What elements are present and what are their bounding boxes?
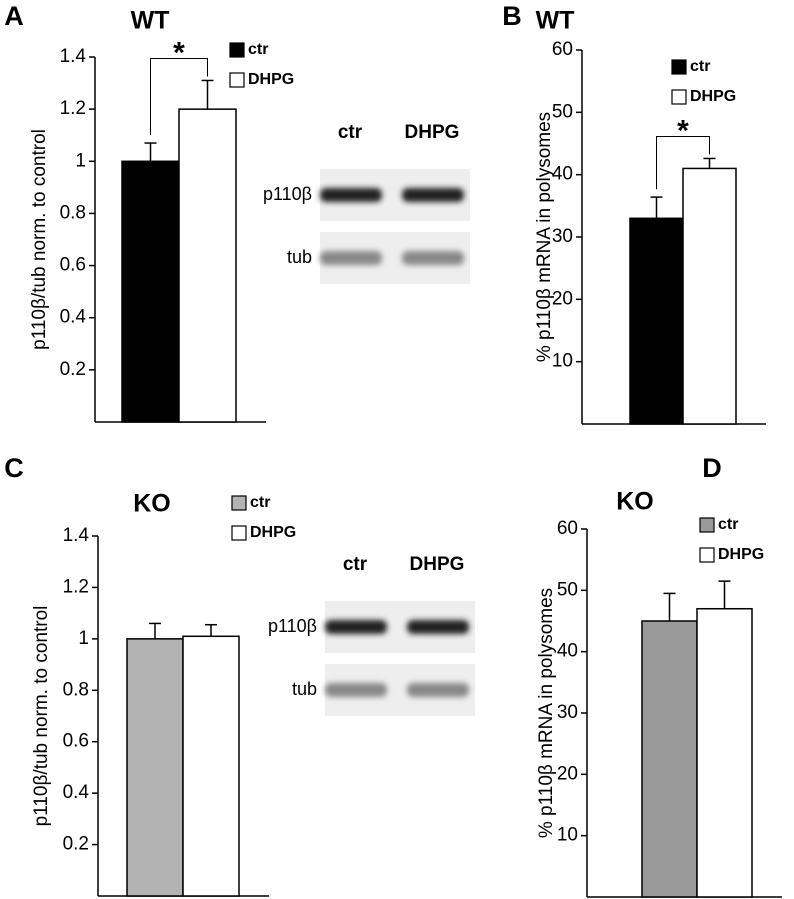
blot-band [320, 251, 382, 265]
bar [641, 620, 698, 898]
legend-label: DHPG [718, 546, 764, 563]
y-tick-label: 30 [552, 226, 573, 247]
panel-letter: D [702, 453, 722, 483]
y-tick-label: 60 [552, 39, 573, 60]
y-tick-label: 20 [552, 288, 573, 309]
bar [121, 160, 180, 423]
legend-swatch [699, 517, 715, 533]
y-tick-label: 10 [557, 825, 578, 846]
y-tick-label: 0.6 [63, 731, 89, 752]
legend-label: DHPG [248, 71, 294, 88]
y-tick-label: 1 [75, 150, 86, 171]
blot-band [407, 620, 469, 634]
legend-label: DHPG [690, 88, 736, 105]
blot-band [407, 683, 469, 697]
blot-lane-label: ctr [343, 554, 368, 575]
y-tick-label: 40 [557, 641, 578, 662]
chart-title: KO [133, 490, 171, 518]
legend-label: ctr [250, 494, 270, 511]
legend-swatch [671, 89, 687, 105]
y-axis-label: p110β/tub norm. to control [31, 606, 52, 827]
y-tick-label: 60 [557, 518, 578, 539]
y-axis-label: % p110β mRNA in polysomes [536, 588, 557, 838]
legend-label: ctr [690, 58, 710, 75]
blot-lane-label: DHPG [405, 122, 460, 143]
blot-lane-label: DHPG [410, 554, 465, 575]
y-tick-label: 1.4 [60, 46, 87, 67]
y-tick-label: 10 [552, 351, 573, 372]
blot-row-label: tub [292, 679, 317, 699]
panel-letter: A [4, 1, 24, 31]
bar [629, 217, 684, 425]
bar [126, 638, 184, 897]
significance-star: * [173, 36, 185, 69]
legend-label: DHPG [250, 524, 296, 541]
significance-bracket [150, 57, 208, 136]
blot-band [402, 251, 464, 265]
bar [696, 607, 753, 898]
legend-swatch [231, 495, 247, 511]
y-tick-label: 0.4 [60, 307, 87, 328]
chart-title: WT [536, 7, 575, 35]
y-tick-label: 20 [557, 763, 578, 784]
legend-swatch [229, 72, 245, 88]
legend-swatch [699, 547, 715, 563]
y-tick-label: 1.2 [63, 576, 89, 597]
y-tick-label: 0.8 [60, 202, 86, 223]
y-tick-label: 0.2 [63, 834, 89, 855]
blot-band [325, 683, 387, 697]
y-tick-label: 30 [557, 702, 578, 723]
y-tick-label: 0.2 [60, 359, 86, 380]
bar [682, 167, 737, 425]
legend-swatch [229, 42, 245, 58]
y-tick-label: 1 [78, 628, 89, 649]
legend-label: ctr [248, 41, 268, 58]
blot-band [325, 620, 387, 634]
y-tick-label: 0.6 [60, 255, 86, 276]
legend-label: ctr [718, 516, 738, 533]
y-tick-label: 0.4 [63, 782, 90, 803]
significance-bracket [656, 135, 710, 190]
blot-row-label: p110β [263, 184, 312, 204]
y-tick-label: 1.2 [60, 98, 86, 119]
bar [178, 108, 237, 423]
y-tick-label: 0.8 [63, 679, 89, 700]
significance-star: * [677, 114, 689, 147]
y-axis-label: % p110β mRNA in polysomes [534, 112, 555, 362]
bar [182, 635, 240, 897]
panel-letter: C [4, 453, 24, 483]
y-tick-label: 50 [552, 101, 573, 122]
y-tick-label: 50 [557, 579, 578, 600]
chart-title: KO [616, 488, 654, 516]
legend-swatch [231, 525, 247, 541]
blot-lane-label: ctr [338, 122, 363, 143]
blot-row-label: tub [287, 247, 312, 267]
blot-row-label: p110β [268, 616, 317, 636]
chart-title: WT [131, 7, 170, 35]
panel-letter: B [502, 1, 522, 31]
y-tick-label: 40 [552, 164, 573, 185]
blot-band [402, 188, 464, 202]
y-tick-label: 1.4 [63, 525, 90, 546]
blot-band [320, 188, 382, 202]
legend-swatch [671, 59, 687, 75]
y-axis-label: p110β/tub norm. to control [29, 129, 50, 350]
